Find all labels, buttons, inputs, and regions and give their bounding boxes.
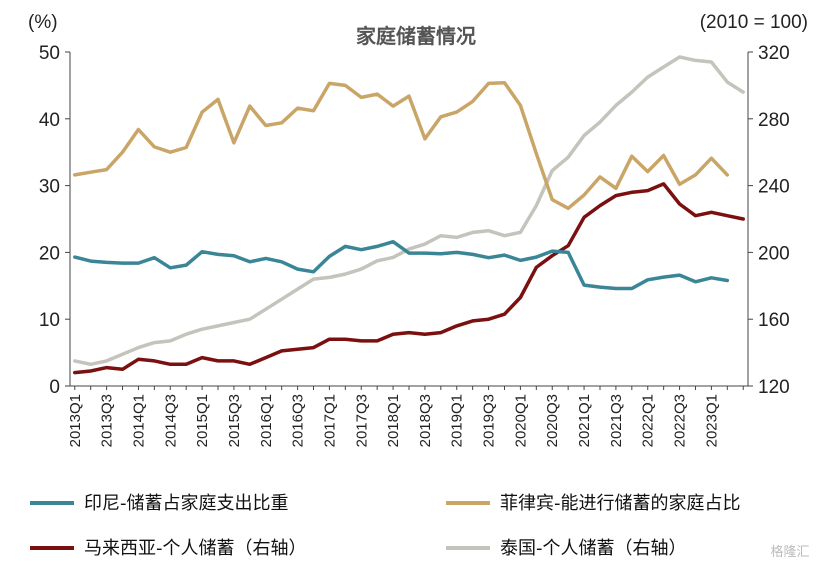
legend-item-thailand: 泰国-个人储蓄（右轴）: [446, 538, 687, 559]
chart-series-lines: [73, 55, 745, 375]
x-tick-label: 2018Q1: [385, 394, 402, 447]
right-axis-unit: (2010 = 100): [700, 12, 808, 33]
legend-label-indonesia: 印尼-储蓄占家庭支出比重: [84, 493, 289, 514]
series-line-2: [73, 182, 745, 375]
legend-item-malaysia: 马来西亚-个人储蓄（右轴）: [30, 538, 307, 559]
left-y-tick-label: 50: [39, 43, 60, 64]
left-y-tick-label: 20: [39, 243, 60, 264]
left-y-tick-label: 40: [39, 110, 60, 131]
x-tick-label: 2020Q3: [544, 394, 561, 447]
x-tick-label: 2019Q1: [449, 394, 466, 447]
x-tick-label: 2023Q1: [703, 394, 720, 447]
left-y-tick-label: 10: [39, 310, 60, 331]
right-y-tick-label: 160: [758, 310, 790, 331]
right-y-tick-label: 320: [758, 43, 790, 64]
series-line-1: [73, 80, 730, 211]
right-y-tick-label: 120: [758, 377, 790, 398]
chart-title: 家庭储蓄情况: [356, 24, 476, 48]
legend-item-indonesia: 印尼-储蓄占家庭支出比重: [30, 493, 289, 514]
watermark-text: 格隆汇: [770, 544, 809, 560]
x-tick-label: 2016Q1: [258, 394, 275, 447]
x-tick-label: 2014Q1: [130, 394, 147, 447]
x-tick-label: 2019Q3: [481, 394, 498, 447]
chart-legend: 印尼-储蓄占家庭支出比重 菲律宾-能进行储蓄的家庭占比 马来西亚-个人储蓄（右轴…: [30, 493, 741, 559]
left-y-tick-label: 30: [39, 177, 60, 198]
legend-label-thailand: 泰国-个人储蓄（右轴）: [500, 538, 687, 559]
x-tick-label: 2015Q3: [226, 394, 243, 447]
x-tick-label: 2015Q1: [194, 394, 211, 447]
x-tick-label: 2017Q1: [321, 394, 338, 447]
x-tick-label: 2018Q3: [417, 394, 434, 447]
right-y-tick-label: 240: [758, 177, 790, 198]
legend-item-philippines: 菲律宾-能进行储蓄的家庭占比: [446, 493, 741, 514]
series-line-0: [73, 239, 730, 291]
x-tick-label: 2014Q3: [162, 394, 179, 447]
right-y-tick-label: 280: [758, 110, 790, 131]
x-tick-label: 2016Q3: [290, 394, 307, 447]
x-tick-label: 2017Q3: [353, 394, 370, 447]
left-y-tick-label: 0: [49, 377, 60, 398]
x-tick-label: 2013Q1: [67, 394, 84, 447]
x-tick-label: 2021Q3: [608, 394, 625, 447]
x-tick-label: 2013Q3: [99, 394, 116, 447]
chart-axes: 0 10 20 30 40 50 120 160 200 240 280 320 2013Q1 2013Q…: [39, 43, 790, 447]
x-tick-label: 2022Q1: [640, 394, 657, 447]
x-tick-label: 2020Q1: [512, 394, 529, 447]
left-axis-unit: (%): [28, 12, 58, 33]
x-tick-label: 2022Q3: [672, 394, 689, 447]
series-line-3: [73, 55, 745, 367]
right-y-tick-label: 200: [758, 243, 790, 264]
legend-label-philippines: 菲律宾-能进行储蓄的家庭占比: [500, 493, 741, 514]
x-tick-label: 2021Q1: [576, 394, 593, 447]
legend-label-malaysia: 马来西亚-个人储蓄（右轴）: [84, 538, 307, 559]
